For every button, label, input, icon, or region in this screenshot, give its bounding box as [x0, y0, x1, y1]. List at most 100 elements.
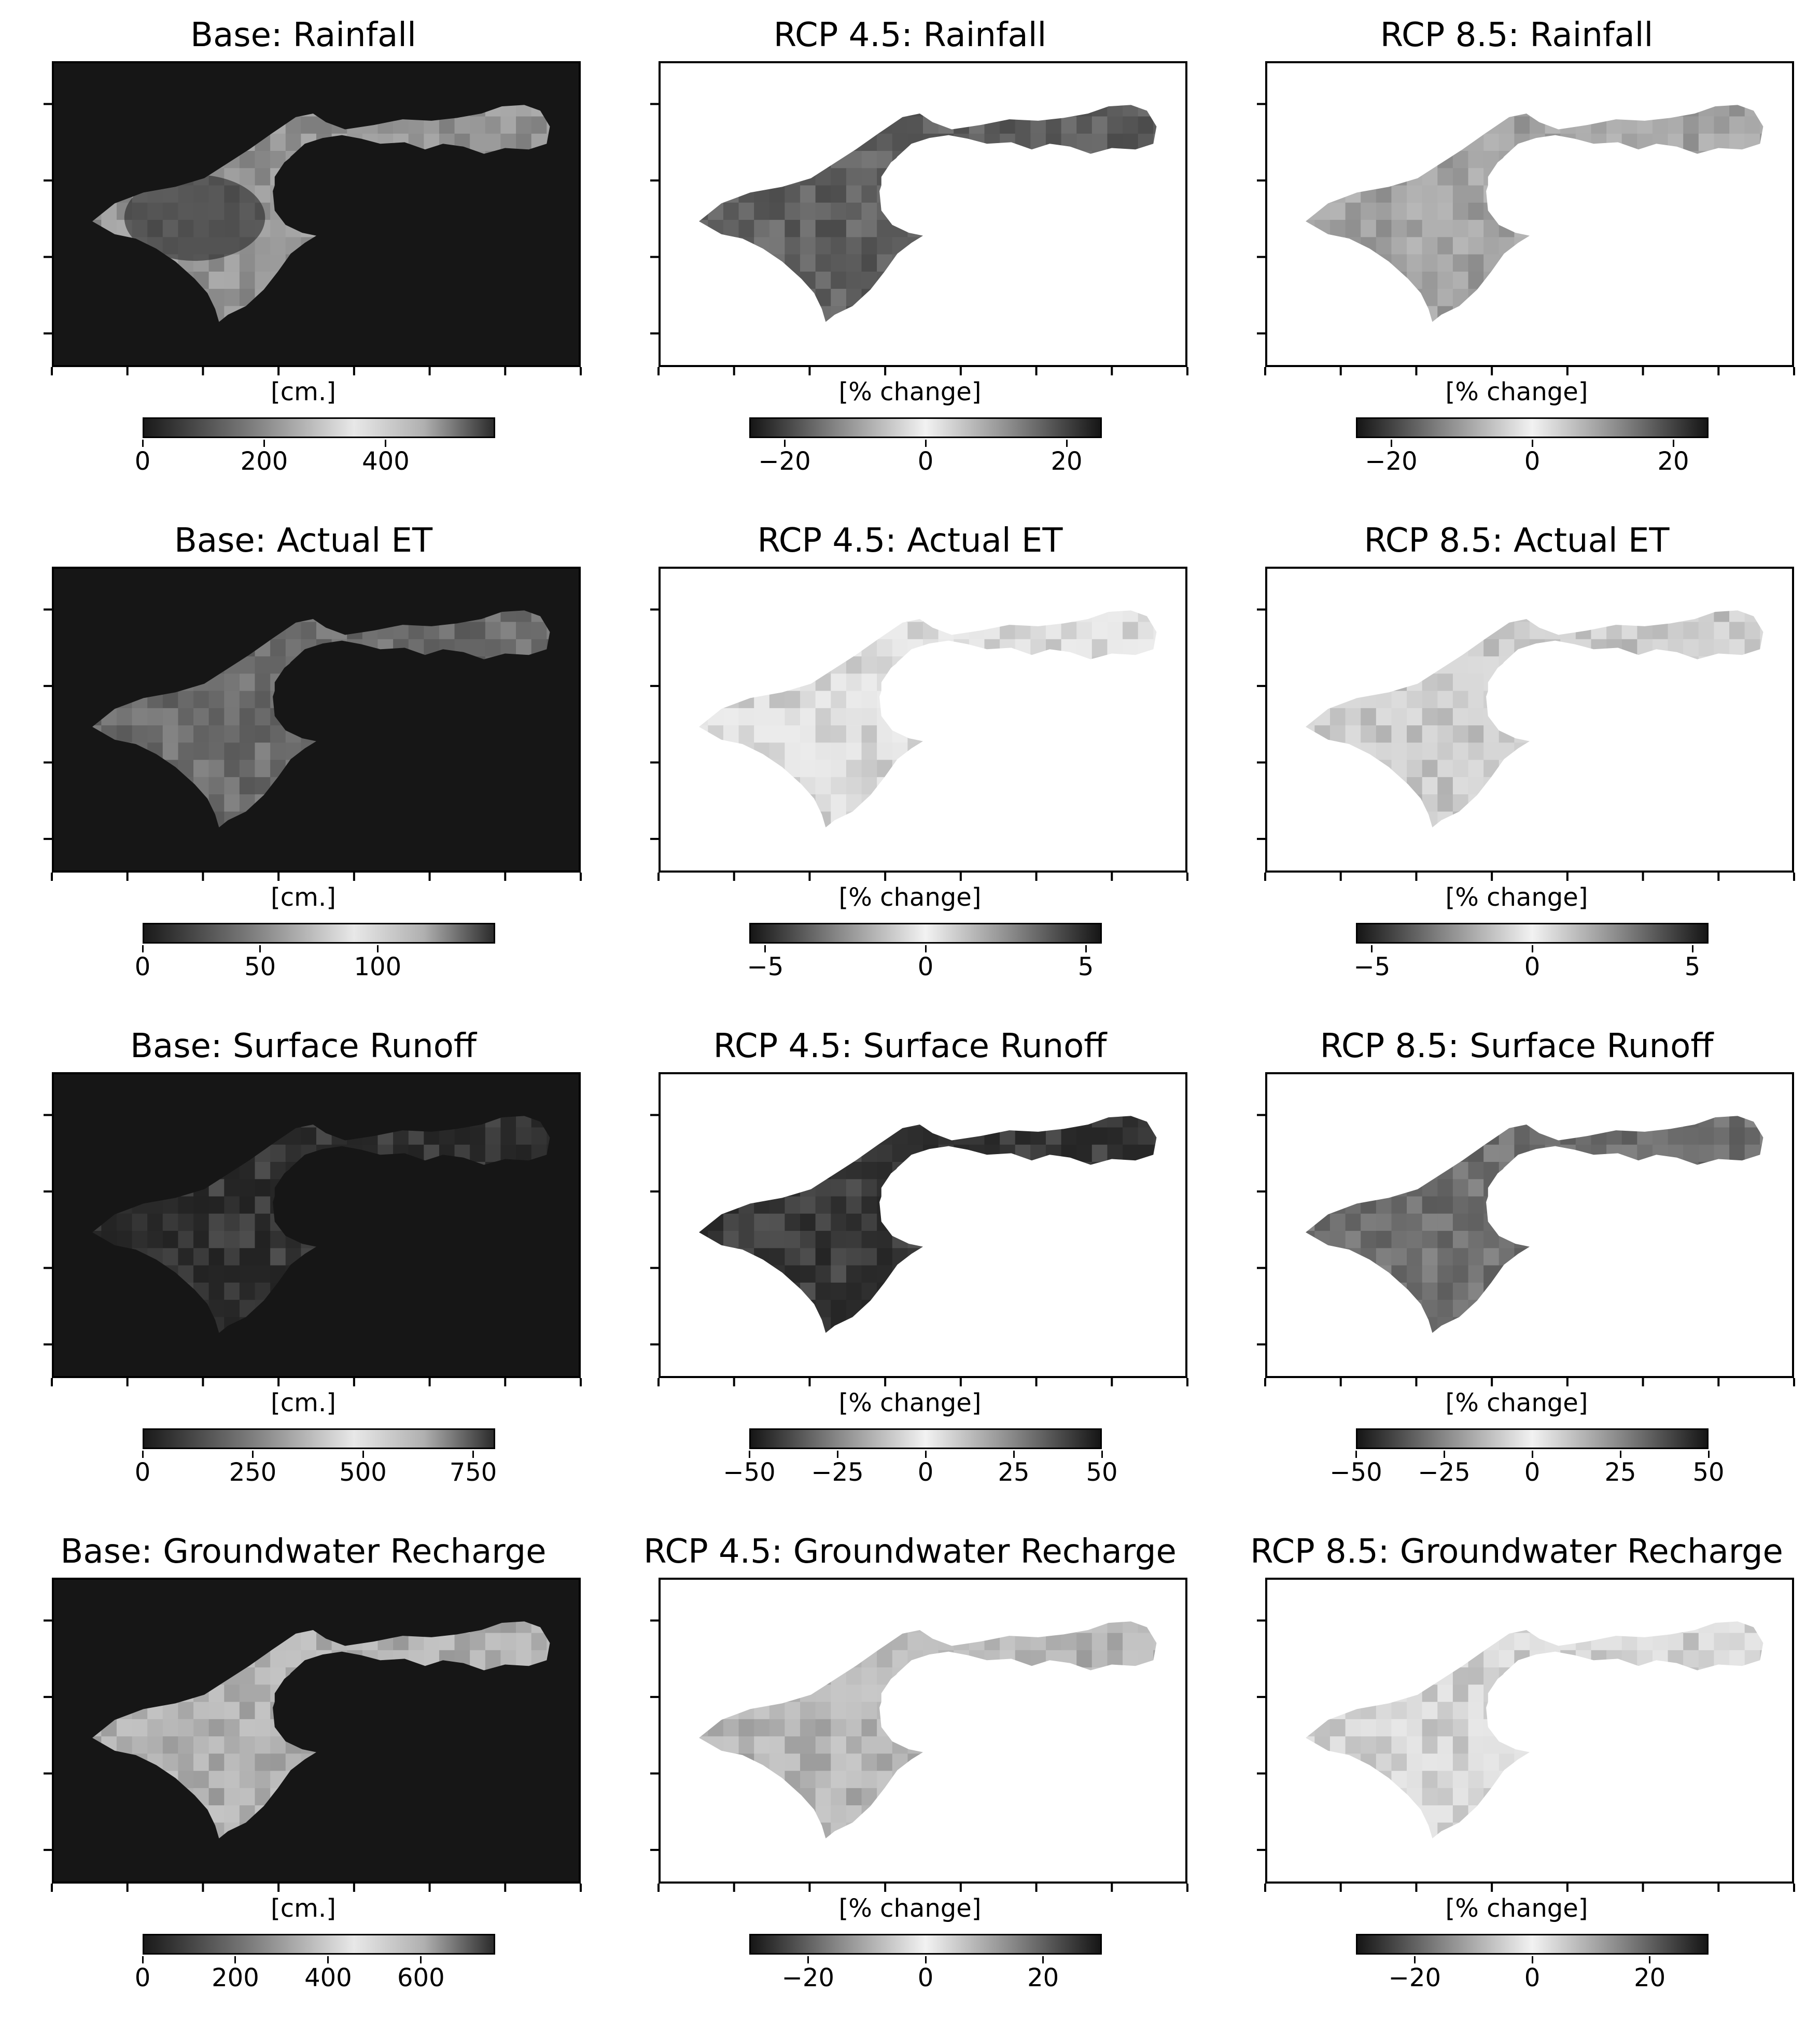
colorbar-tick-label: 200 [212, 1963, 259, 1992]
colorbar-tick-label: −25 [1418, 1458, 1471, 1487]
colorbar [1356, 1934, 1709, 1955]
colorbar-tick-label: 0 [134, 952, 151, 981]
colorbar [143, 1428, 495, 1449]
colorbar-tick [925, 1956, 927, 1963]
reservoir-cutout [881, 144, 936, 227]
colorbar-unit-label: [cm.] [271, 1894, 336, 1923]
colorbar [1356, 923, 1709, 944]
watershed-map [699, 1116, 1157, 1333]
colorbar-tick-label: 0 [1524, 1963, 1541, 1992]
colorbar-tick-label: −20 [781, 1963, 834, 1992]
panel-title: RCP 4.5: Surface Runoff [713, 1027, 1107, 1065]
colorbar-tick-label: 250 [229, 1458, 277, 1487]
grid-cells [1306, 105, 1763, 322]
map-panel: Base: Groundwater Recharge [cm.] 0 200 400 60… [0, 1516, 607, 2022]
colorbar [143, 923, 495, 944]
watershed-map [92, 1116, 550, 1333]
watershed-map [699, 610, 1157, 827]
map-frame [52, 1072, 581, 1378]
reservoir-cutout [1488, 1660, 1543, 1744]
colorbar-unit-label: [% change] [1445, 1388, 1588, 1417]
reservoir-cutout [1488, 144, 1543, 227]
reservoir-cutout [881, 649, 936, 733]
grid-cells [699, 105, 1157, 322]
grid-cells [699, 610, 1157, 827]
reservoir-cutout [1488, 649, 1543, 733]
colorbar-tick-label: 400 [362, 447, 410, 476]
colorbar-tick [327, 1956, 329, 1963]
colorbar-tick-label: 20 [1027, 1963, 1059, 1992]
watershed-map [92, 1621, 550, 1838]
colorbar-tick [807, 1956, 809, 1963]
panel-title: RCP 4.5: Actual ET [757, 522, 1063, 560]
watershed-map [1306, 1116, 1763, 1333]
colorbar-tick [142, 440, 144, 447]
reservoir-cutout [274, 649, 329, 733]
colorbar-tick [142, 1451, 144, 1458]
colorbar-tick [1443, 1451, 1445, 1458]
map-panel: RCP 4.5: Surface Runoff [% change] −50 −25 0… [607, 1011, 1213, 1516]
panel-title: Base: Actual ET [174, 522, 433, 560]
colorbar [749, 417, 1102, 438]
colorbar-tick-label: −50 [723, 1458, 776, 1487]
colorbar-tick [385, 440, 387, 447]
grid-cells [699, 1116, 1157, 1333]
colorbar-tick [1707, 1451, 1710, 1458]
colorbar-tick [1413, 1956, 1416, 1963]
colorbar-unit-label: [% change] [838, 1894, 982, 1923]
colorbar-tick-label: −20 [1365, 447, 1418, 476]
colorbar-unit-label: [% change] [838, 377, 982, 406]
colorbar-tick [1691, 945, 1693, 952]
map-panel: RCP 4.5: Rainfall [% change] −20 0 20 [607, 0, 1213, 505]
colorbar-tick-label: −20 [758, 447, 811, 476]
colorbar [1356, 417, 1709, 438]
grid-cells [1306, 1116, 1763, 1333]
reservoir-cutout [274, 144, 329, 227]
watershed-map [699, 1621, 1157, 1838]
map-frame [659, 567, 1187, 873]
colorbar-tick [472, 1451, 474, 1458]
colorbar-tick [142, 1956, 144, 1963]
colorbar [749, 1934, 1102, 1955]
panel-title: Base: Groundwater Recharge [60, 1533, 547, 1571]
map-frame [52, 1578, 581, 1884]
watershed-shape [1306, 1116, 1763, 1333]
colorbar-unit-label: [cm.] [271, 883, 336, 912]
colorbar-tick-label: 500 [339, 1458, 387, 1487]
colorbar-tick [1013, 1451, 1015, 1458]
colorbar [749, 1428, 1102, 1449]
colorbar-tick [1672, 440, 1674, 447]
panel-title: RCP 4.5: Groundwater Recharge [643, 1533, 1177, 1571]
watershed-shape [92, 1116, 550, 1333]
colorbar-tick-label: 0 [1524, 1458, 1541, 1487]
colorbar-tick [234, 1956, 236, 1963]
colorbar-tick [1066, 440, 1068, 447]
watershed-shape [92, 610, 550, 827]
grid-cells [92, 1116, 550, 1333]
panel-title: RCP 8.5: Actual ET [1364, 522, 1670, 560]
watershed-map [1306, 105, 1763, 322]
colorbar-unit-label: [% change] [838, 883, 982, 912]
colorbar-tick-label: 0 [134, 1458, 151, 1487]
grid-cells [92, 1621, 550, 1838]
colorbar [749, 923, 1102, 944]
colorbar-tick [1531, 1451, 1533, 1458]
watershed-map [1306, 610, 1763, 827]
colorbar-tick [259, 945, 261, 952]
colorbar [143, 417, 495, 438]
colorbar-unit-label: [cm.] [271, 1388, 336, 1417]
colorbar [143, 1934, 495, 1955]
map-panel: RCP 8.5: Surface Runoff [% change] −50 −25 0… [1213, 1011, 1820, 1516]
colorbar-tick [1531, 1956, 1533, 1963]
colorbar-tick [764, 945, 766, 952]
colorbar-tick-label: 600 [397, 1963, 445, 1992]
colorbar-tick-label: 0 [134, 1963, 151, 1992]
colorbar-tick-label: 50 [1692, 1458, 1725, 1487]
map-panel: RCP 4.5: Groundwater Recharge [% change] −… [607, 1516, 1213, 2022]
map-frame [1265, 567, 1794, 873]
reservoir-cutout [881, 1660, 936, 1744]
colorbar-tick-label: 0 [1524, 447, 1541, 476]
colorbar-tick-label: −5 [1353, 952, 1391, 981]
map-panel: RCP 8.5: Actual ET [% change] −5 0 5 [1213, 505, 1820, 1011]
watershed-shape [1306, 1621, 1763, 1838]
